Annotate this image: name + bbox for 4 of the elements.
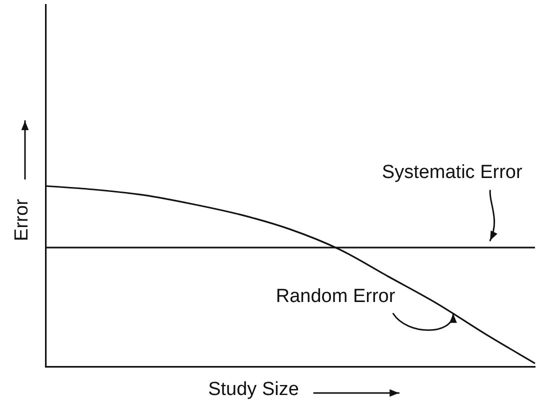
x-axis-title: Study Size bbox=[208, 379, 299, 400]
series-label: Random Error bbox=[276, 286, 396, 307]
y-axis-title: Error bbox=[12, 198, 33, 242]
text: Systematic Error bbox=[382, 162, 523, 183]
